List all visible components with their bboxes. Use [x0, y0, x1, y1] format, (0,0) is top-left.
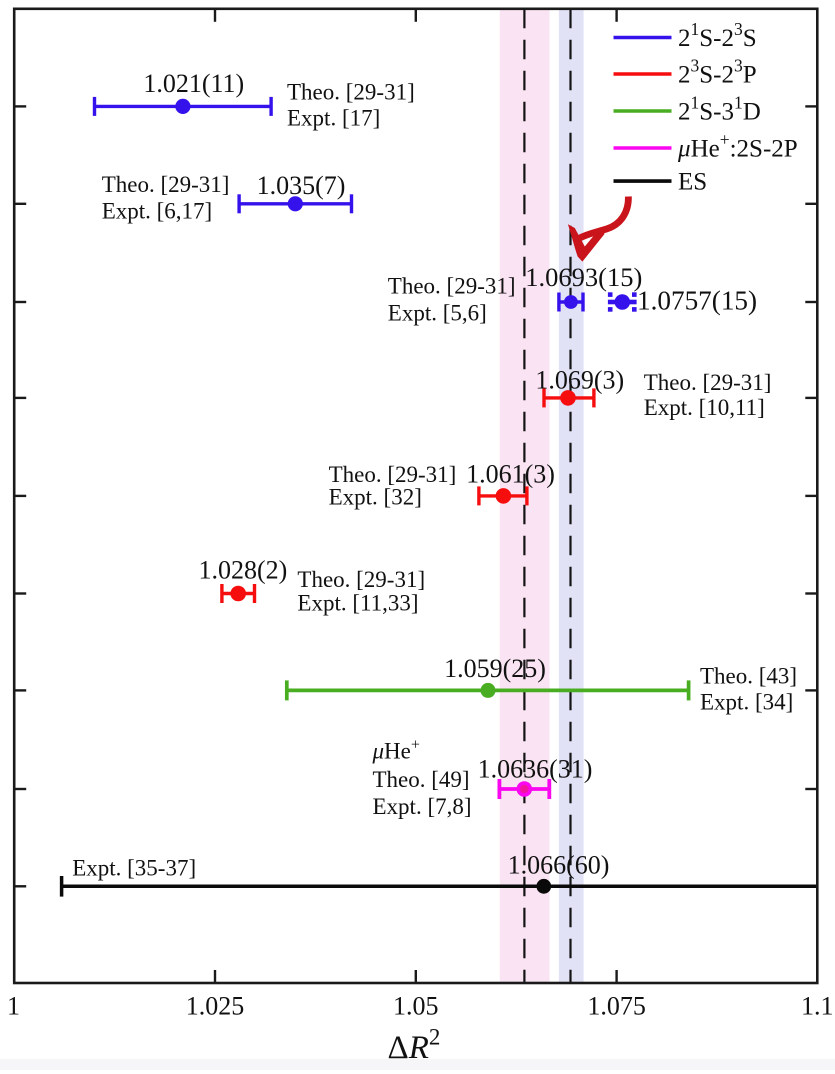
svg-text:1.066(60): 1.066(60) [508, 851, 610, 880]
svg-text:Expt. [5,6]: Expt. [5,6] [388, 301, 487, 326]
svg-text:1.035(7): 1.035(7) [257, 171, 346, 200]
svg-text:1.028(2): 1.028(2) [198, 556, 287, 585]
svg-text:μHe+:2S-2P: μHe+:2S-2P [677, 130, 798, 163]
svg-text:Expt. [17]: Expt. [17] [287, 105, 380, 130]
svg-text:21S-31D: 21S-31D [678, 93, 761, 126]
svg-text:1.05: 1.05 [393, 992, 439, 1021]
svg-text:1.0693(15): 1.0693(15) [525, 262, 642, 292]
svg-text:Theo. [29-31]: Theo. [29-31] [102, 172, 230, 197]
svg-text:Expt. [34]: Expt. [34] [700, 689, 793, 714]
svg-text:Theo. [29-31]: Theo. [29-31] [287, 79, 415, 104]
svg-text:Theo. [49]: Theo. [49] [373, 767, 470, 792]
svg-text:Theo. [29-31]: Theo. [29-31] [329, 462, 457, 487]
svg-text:1.021(11): 1.021(11) [143, 69, 244, 98]
svg-text:23S-23P: 23S-23P [678, 56, 757, 89]
svg-text:Expt. [11,33]: Expt. [11,33] [297, 590, 418, 615]
svg-text:1.059(25): 1.059(25) [444, 654, 546, 683]
svg-text:Theo. [43]: Theo. [43] [700, 663, 797, 688]
svg-text:21S-23S: 21S-23S [678, 19, 757, 52]
svg-text:Expt. [10,11]: Expt. [10,11] [644, 395, 765, 420]
svg-text:1.025: 1.025 [186, 992, 245, 1021]
svg-text:1.061(3): 1.061(3) [466, 459, 555, 488]
svg-text:ES: ES [678, 168, 707, 195]
svg-text:Theo. [29-31]: Theo. [29-31] [388, 274, 516, 299]
svg-text:1.1: 1.1 [801, 992, 834, 1021]
svg-text:Expt. [6,17]: Expt. [6,17] [102, 198, 213, 223]
svg-text:1.069(3): 1.069(3) [535, 365, 624, 394]
svg-text:1.0757(15): 1.0757(15) [637, 286, 757, 316]
svg-text:1.075: 1.075 [587, 992, 646, 1021]
svg-text:Expt. [32]: Expt. [32] [329, 484, 422, 509]
svg-text:1: 1 [7, 992, 20, 1021]
svg-text:Expt. [35-37]: Expt. [35-37] [72, 855, 196, 880]
svg-text:μHe+: μHe+ [372, 736, 420, 763]
svg-text:1.0636(31): 1.0636(31) [478, 754, 593, 783]
svg-text:Expt. [7,8]: Expt. [7,8] [373, 794, 472, 819]
svg-text:Theo. [29-31]: Theo. [29-31] [644, 370, 772, 395]
svg-text:Theo. [29-31]: Theo. [29-31] [297, 567, 425, 592]
